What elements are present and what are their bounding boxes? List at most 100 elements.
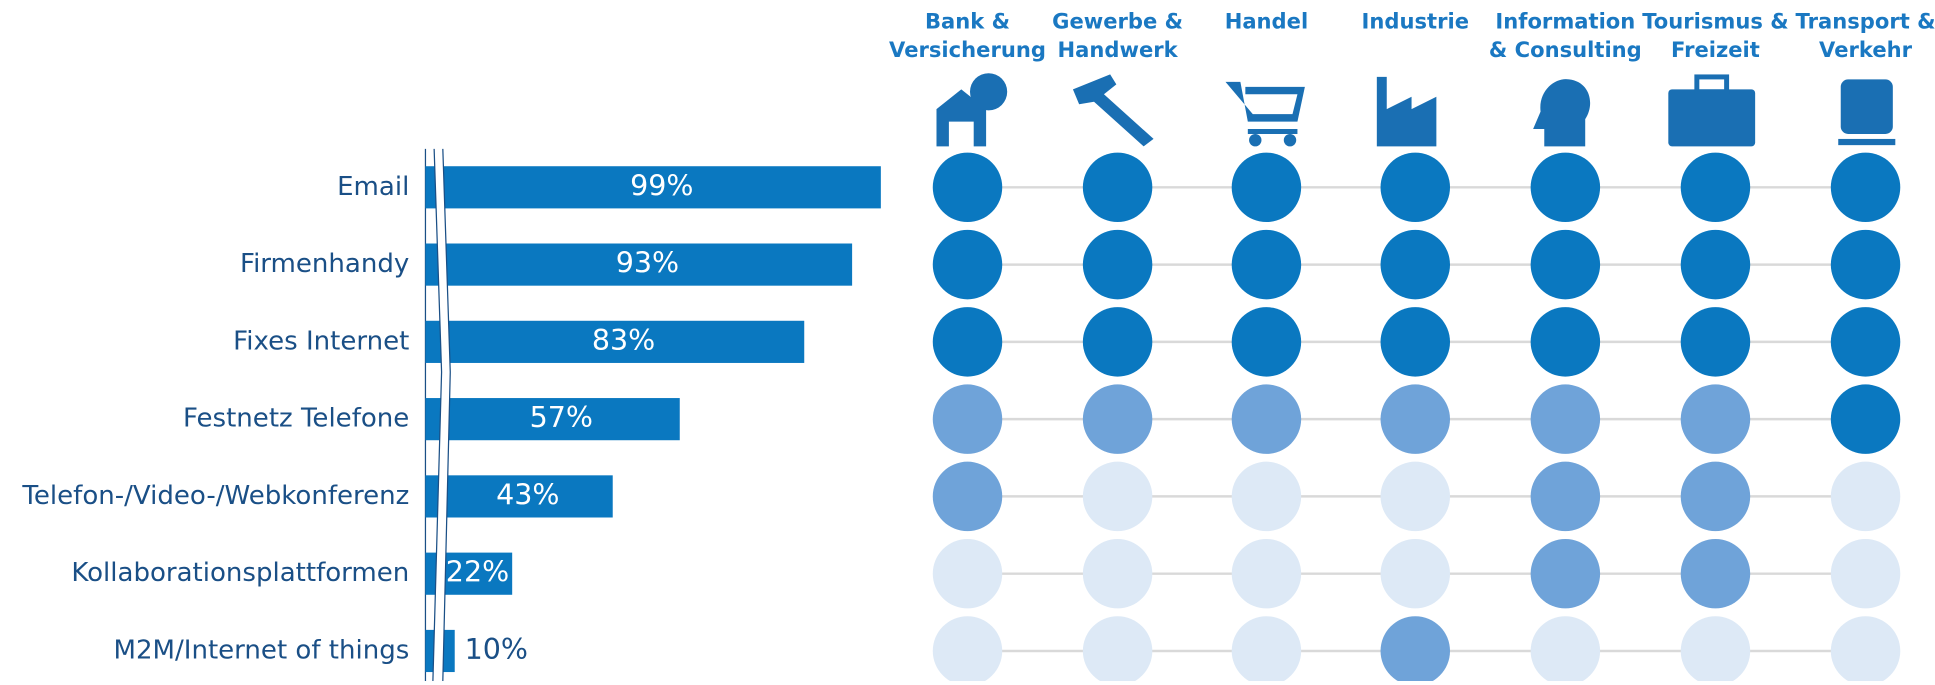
dot — [1082, 152, 1153, 223]
icons — [936, 73, 1896, 147]
icon-bank — [936, 89, 987, 147]
icon-suitcase — [1668, 89, 1756, 147]
category-label: Email — [337, 172, 409, 202]
bar — [425, 243, 853, 286]
dot — [1680, 616, 1751, 685]
icon-hammer — [1072, 74, 1154, 147]
dot — [1680, 307, 1751, 377]
value-label: 99% — [630, 169, 693, 202]
dot — [932, 152, 1003, 223]
sector-header-line: Verkehr — [1819, 37, 1913, 62]
dot — [1231, 307, 1302, 377]
dot — [1380, 229, 1451, 300]
dot — [1380, 616, 1450, 685]
sector-header: Bank & Versicherung — [889, 8, 1046, 62]
icon-factory — [1376, 76, 1437, 147]
dot — [1231, 384, 1302, 454]
sector-header-line: Information — [1495, 8, 1635, 33]
dot — [1830, 152, 1901, 223]
sector-header: Information & Consulting — [1489, 8, 1642, 62]
dot — [1680, 229, 1751, 300]
dot — [1380, 307, 1451, 377]
value-label: 22% — [446, 556, 509, 589]
dot — [932, 307, 1003, 377]
icon-bank-coin — [969, 73, 1008, 111]
bar — [425, 398, 680, 441]
dot — [1231, 229, 1302, 300]
icon-head — [1533, 79, 1591, 147]
icon-rail — [1838, 138, 1896, 146]
dot — [932, 616, 1003, 685]
bar — [425, 320, 805, 363]
sector-header-line: Bank & — [925, 8, 1010, 33]
sector-header: Industrie — [1362, 8, 1469, 33]
dot — [1830, 538, 1901, 609]
dot — [1530, 152, 1601, 223]
value-label: 10% — [465, 633, 528, 666]
dot — [1231, 152, 1302, 223]
category-label: Fixes Internet — [233, 326, 409, 356]
sector-header-line: Handwerk — [1058, 37, 1179, 62]
sector-header: Gewerbe & Handwerk — [1052, 8, 1183, 62]
dot — [932, 538, 1003, 609]
dot — [1231, 616, 1302, 685]
value-label: 83% — [592, 324, 655, 357]
value-label: 57% — [530, 401, 593, 434]
dot — [1680, 461, 1751, 532]
dot — [932, 384, 1003, 454]
dot — [1680, 152, 1751, 223]
icon-cart-wheel — [1249, 133, 1262, 147]
dot — [1530, 384, 1601, 454]
axis-break-edge — [442, 148, 451, 682]
axis-break-edge — [432, 148, 443, 682]
dot — [1830, 384, 1901, 454]
sector-header-line: & Consulting — [1489, 37, 1642, 62]
dot — [1380, 538, 1451, 609]
sector-header: Transport & Verkehr — [1796, 8, 1935, 62]
sector-header-line: Transport & — [1796, 8, 1935, 33]
value-label: 43% — [496, 478, 559, 511]
dot — [1082, 461, 1153, 532]
bar — [425, 475, 613, 518]
icon-cart-wheel — [1283, 133, 1297, 147]
dot — [1380, 152, 1451, 223]
sector-header-line: Tourismus & — [1642, 8, 1788, 33]
dot — [1530, 307, 1601, 377]
dot — [1082, 307, 1153, 377]
sector-header-line: Gewerbe & — [1052, 8, 1183, 33]
bar — [425, 166, 881, 209]
dot — [1380, 384, 1451, 454]
sector-header-line: Industrie — [1362, 8, 1469, 33]
category-label: Kollaborationsplattformen — [71, 558, 409, 588]
category-label: Festnetz Telefone — [183, 404, 409, 434]
dot — [1082, 538, 1153, 609]
category-label: Firmenhandy — [240, 249, 409, 279]
dot — [1231, 461, 1302, 532]
dot — [1082, 616, 1153, 685]
dot — [932, 461, 1003, 532]
dot — [1830, 307, 1901, 377]
sector-header-line: Handel — [1225, 8, 1308, 33]
dot — [932, 229, 1003, 300]
icon-train — [1840, 79, 1893, 134]
dot — [1680, 384, 1751, 454]
dot — [1830, 229, 1901, 300]
sector-header: Handel — [1225, 8, 1308, 33]
dot — [1530, 538, 1601, 609]
sector-header-line: Versicherung — [889, 37, 1046, 62]
dot — [1380, 461, 1451, 532]
dot — [1082, 229, 1153, 300]
dot — [1530, 229, 1601, 300]
dot — [1680, 538, 1751, 609]
icon-cart — [1225, 81, 1305, 134]
category-label: Telefon-/Video-/Webkonferenz — [21, 481, 409, 511]
sector-header: Tourismus & Freizeit — [1642, 8, 1788, 62]
dot — [1830, 461, 1901, 532]
dot — [1530, 461, 1601, 532]
dot — [1530, 616, 1601, 685]
icon-suitcase-handle — [1694, 74, 1730, 95]
value-label: 93% — [616, 247, 679, 280]
category-label: M2M/Internet of things — [114, 635, 410, 665]
dot — [1830, 616, 1901, 685]
